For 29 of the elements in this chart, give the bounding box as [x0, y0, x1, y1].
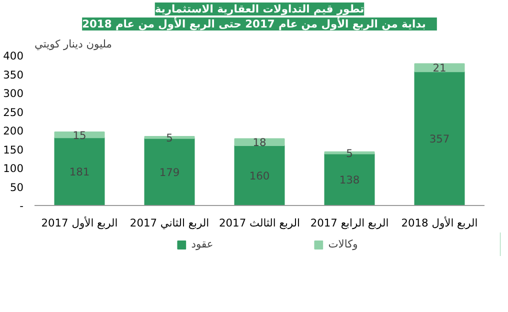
y-tick-label: 400 — [3, 50, 24, 62]
data-label: 160 — [249, 170, 270, 182]
x-tick-label: الربع الثالث 2017 — [219, 216, 300, 230]
y-tick-label: 300 — [3, 87, 24, 100]
data-label: 179 — [159, 166, 180, 179]
data-label: 357 — [429, 132, 450, 146]
y-tick-label: 200 — [3, 124, 24, 138]
y-tick-label: 150 — [3, 143, 24, 156]
data-label: 181 — [69, 166, 90, 179]
x-tick-label: الربع الرابع 2017 — [310, 216, 389, 230]
x-tick-label: الربع الثاني 2017 — [130, 216, 210, 230]
y-tick-label: - — [20, 200, 24, 212]
data-label: 138 — [339, 174, 360, 187]
y-tick-label: 100 — [3, 162, 24, 175]
data-label: 15 — [72, 128, 86, 142]
legend-label: وكالات — [328, 238, 358, 250]
data-label: 18 — [252, 136, 266, 150]
chart-subtitle: بداية من الربع الأول من عام 2017 حتى الربع الأول من عام 2018 — [82, 16, 426, 30]
chart-title: تطور قيم التداولات العقارية الاستثمارية — [154, 2, 364, 16]
x-tick-label: الربع الأول 2017 — [41, 216, 118, 230]
y-tick-label: 50 — [10, 180, 24, 194]
legend-label: عقود — [191, 238, 214, 250]
y-tick-label: 350 — [3, 68, 24, 82]
y-axis-title: مليون دينار كويتي — [34, 38, 112, 50]
y-tick-label: 250 — [3, 106, 24, 119]
x-tick-label: الربع الأول 2018 — [401, 216, 478, 230]
data-label: 21 — [432, 62, 446, 75]
bar — [234, 145, 285, 206]
bar — [414, 71, 465, 206]
